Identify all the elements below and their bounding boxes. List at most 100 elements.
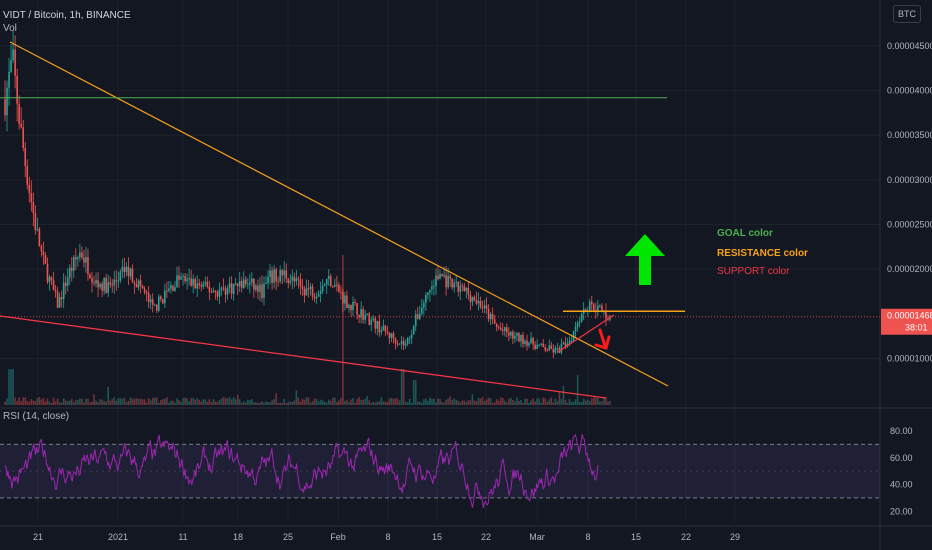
candle-body (593, 304, 595, 311)
volume-bar (425, 398, 427, 405)
volume-bar (81, 398, 83, 405)
volume-bar (34, 401, 37, 405)
candle-body (392, 333, 395, 339)
volume-bar (483, 401, 486, 405)
candle-body (127, 266, 130, 277)
volume-bar (327, 399, 330, 405)
candle-body (22, 127, 25, 148)
candle-body (544, 346, 547, 351)
candle-body (588, 301, 591, 311)
price-tick-label: 0.00004500 (887, 41, 932, 51)
candle-body (168, 288, 170, 291)
volume-bar (404, 401, 407, 405)
volume-bar (44, 401, 47, 405)
candle-body (135, 284, 138, 288)
volume-bar (236, 394, 239, 405)
candle-body (60, 297, 63, 300)
candle-body (360, 309, 362, 318)
volume-bar (115, 400, 118, 405)
volume-bar (20, 401, 22, 405)
volume-bar (388, 398, 391, 405)
volume-bar (493, 402, 496, 405)
volume-bar (83, 402, 85, 405)
volume-bar (534, 401, 536, 405)
candle-body (123, 267, 126, 273)
volume-bar (301, 398, 304, 405)
candle-body (139, 280, 142, 286)
volume-bar (508, 398, 510, 405)
candle-body (336, 284, 338, 286)
candle-body (56, 291, 59, 308)
volume-bar (514, 401, 516, 405)
volume-bar (259, 402, 261, 405)
volume-bar (350, 399, 352, 405)
volume-bar (155, 397, 158, 405)
volume-bar (174, 402, 176, 405)
volume-bar (439, 399, 441, 405)
volume-bar (609, 400, 611, 405)
candle-body (81, 252, 83, 258)
volume-bar (226, 398, 229, 405)
volume-bar (390, 397, 393, 405)
volume-bar (208, 399, 211, 405)
volume-bar (356, 398, 358, 405)
candle-body (279, 270, 281, 282)
candle-body (178, 275, 180, 280)
volume-bar (453, 398, 455, 405)
volume-bar (354, 402, 356, 405)
candle-body (72, 257, 75, 271)
candle-body (115, 279, 118, 281)
volume-bar (503, 400, 506, 405)
volume-bar (184, 397, 186, 405)
candle-body (263, 283, 265, 298)
volume-bar (451, 399, 453, 405)
time-tick-label: 21 (33, 532, 43, 542)
candle-body (457, 281, 460, 292)
volume-bar (309, 402, 312, 405)
volume-bar (376, 401, 379, 405)
volume-bar (554, 398, 557, 405)
candle-body (255, 285, 257, 290)
candle-body (560, 344, 563, 353)
volume-bar (224, 397, 227, 405)
volume-bar (162, 399, 164, 405)
volume-bar (89, 402, 91, 405)
candle-body (234, 283, 237, 285)
rsi-tick-label: 20.00 (890, 506, 913, 516)
candle-body (370, 319, 373, 325)
volume-bar (487, 397, 490, 405)
volume-bar (111, 399, 114, 405)
volume-bar (198, 399, 201, 405)
candle-body (46, 263, 49, 282)
candle-body (202, 283, 205, 287)
volume-bar (463, 400, 466, 405)
candle-body (548, 345, 551, 351)
candle-body (87, 256, 89, 275)
volume-bar (352, 397, 354, 405)
candle-body (8, 71, 10, 88)
price-tick-label: 0.00002500 (887, 220, 932, 230)
candle-body (321, 285, 324, 292)
time-tick-label: 29 (730, 532, 740, 542)
volume-bar (188, 401, 190, 405)
currency-badge[interactable]: BTC (893, 5, 921, 23)
volume-bar (433, 398, 435, 405)
volume-bar (222, 397, 225, 405)
candle-body (501, 329, 504, 331)
candle-body (477, 300, 480, 304)
volume-bar (542, 397, 545, 405)
candle-body (297, 278, 300, 280)
volume-bar (469, 400, 472, 405)
volume-bar (79, 398, 81, 405)
candle-body (605, 311, 607, 319)
candle-body (406, 338, 409, 344)
candle-body (402, 341, 405, 346)
candle-body (226, 287, 229, 295)
volume-bar (218, 400, 221, 405)
candle-body (429, 289, 431, 293)
volume-bar (538, 398, 540, 405)
candle-body (550, 345, 553, 349)
volume-bar (77, 399, 79, 405)
volume-bar (267, 402, 269, 405)
